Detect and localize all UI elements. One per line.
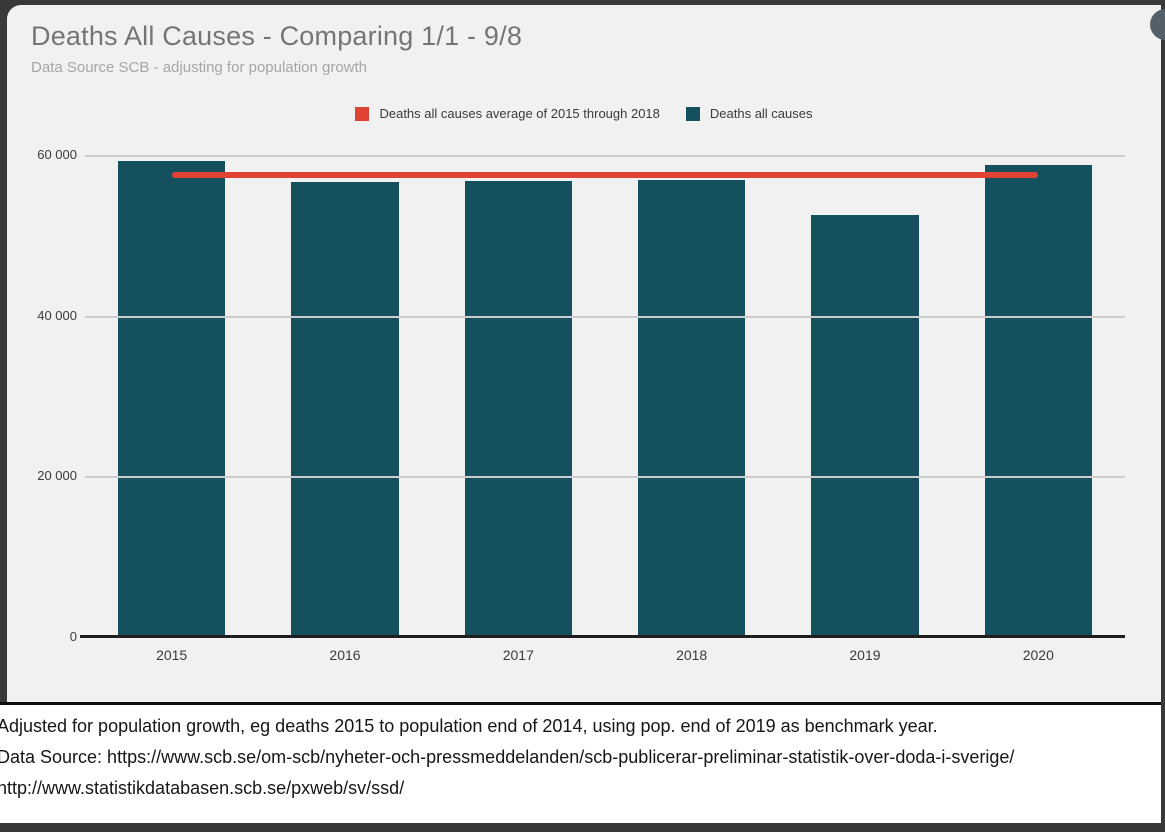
chart-legend: Deaths all causes average of 2015 throug… — [7, 106, 1161, 121]
bar-2016 — [291, 181, 399, 637]
x-tick-2015: 2015 — [156, 647, 188, 663]
bars-row — [85, 155, 1125, 637]
bar-2015 — [117, 161, 226, 637]
bar-2018 — [637, 179, 746, 637]
x-tick-2018: 2018 — [676, 647, 708, 663]
right-frame-strip — [1161, 0, 1165, 832]
bar-slot-2016 — [258, 155, 431, 637]
bar-2017 — [464, 180, 573, 637]
x-axis-labels: 2015 2016 2017 2018 2019 2020 — [85, 647, 1125, 663]
x-tick-2019: 2019 — [849, 647, 881, 663]
x-tick-2020: 2020 — [1022, 647, 1054, 663]
footer-note-benchmark: Adjusted for population growth, eg death… — [0, 716, 938, 736]
bar-2019 — [811, 215, 919, 637]
y-axis-labels: 60 000 40 000 20 000 0 — [7, 147, 77, 644]
footer-note-database-url: http://www.statistikdatabasen.scb.se/pxw… — [0, 778, 405, 798]
y-tick-60000: 60 000 — [37, 147, 77, 162]
edge-bubble-handle[interactable] — [1150, 9, 1165, 40]
legend-label-average: Deaths all causes average of 2015 throug… — [379, 106, 660, 121]
chart-subtitle: Data Source SCB - adjusting for populati… — [31, 59, 368, 76]
chart-title: Deaths All Causes - Comparing 1/1 - 9/8 — [31, 21, 523, 51]
x-axis-line — [80, 635, 1125, 638]
x-tick-2016: 2016 — [329, 647, 361, 663]
legend-item-average: Deaths all causes average of 2015 throug… — [355, 106, 660, 121]
y-tick-20000: 20 000 — [37, 468, 77, 484]
gridline-20000 — [85, 476, 1125, 479]
bar-slot-2019 — [778, 155, 951, 637]
footer-note-source-url: Data Source: https://www.scb.se/om-scb/n… — [0, 747, 1015, 767]
bar-slot-2017 — [432, 155, 605, 637]
legend-swatch-average-icon — [355, 106, 370, 121]
y-tick-0: 0 — [69, 629, 77, 644]
legend-label-deaths: Deaths all causes — [709, 106, 813, 121]
y-tick-40000: 40 000 — [37, 307, 77, 323]
bar-2020 — [984, 165, 1093, 637]
average-line — [171, 172, 1039, 179]
bar-slot-2020 — [952, 155, 1125, 637]
footer-notes: Adjusted for population growth, eg death… — [0, 705, 1161, 823]
footer-divider — [0, 702, 1161, 705]
gridline-60000 — [85, 155, 1125, 157]
legend-item-deaths: Deaths all causes — [685, 106, 813, 121]
gridline-40000 — [85, 315, 1125, 318]
legend-swatch-deaths-icon — [685, 106, 700, 121]
plot-area — [80, 155, 1125, 638]
chart-panel: Deaths All Causes - Comparing 1/1 - 9/8 … — [7, 5, 1161, 702]
bar-slot-2018 — [605, 155, 778, 637]
x-tick-2017: 2017 — [502, 647, 534, 663]
bar-slot-2015 — [85, 155, 258, 637]
